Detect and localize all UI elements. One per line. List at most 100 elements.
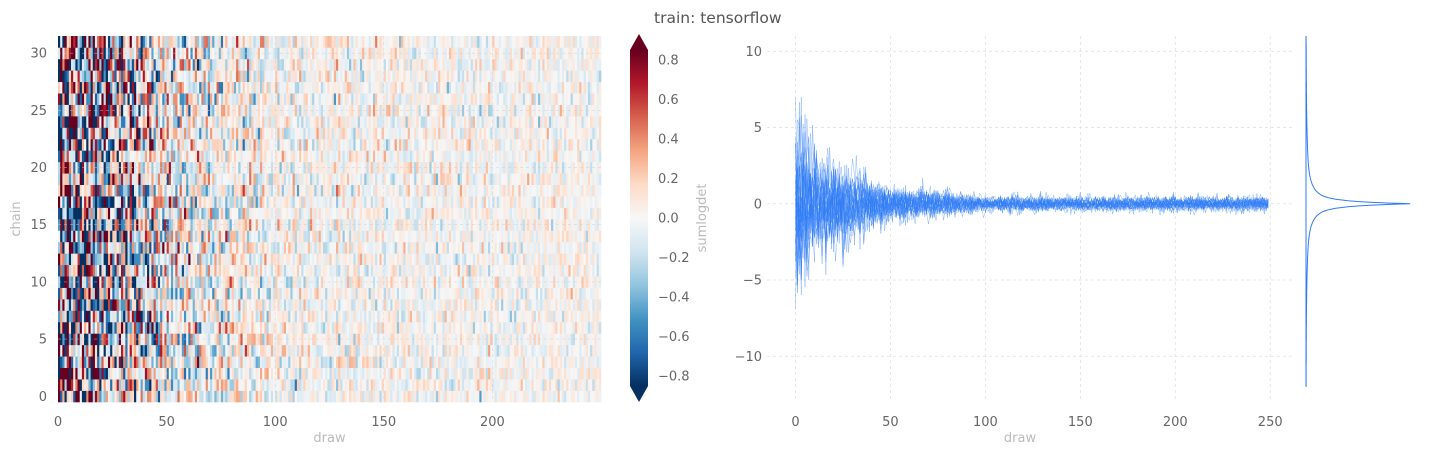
- heatmap-cell: [144, 367, 148, 380]
- heatmap-cell: [338, 264, 341, 277]
- heatmap-cell: [509, 253, 513, 266]
- heatmap-cell: [223, 333, 226, 346]
- heatmap-cell: [381, 310, 385, 323]
- heatmap-cell: [120, 299, 124, 311]
- heatmap-cell: [383, 344, 387, 357]
- heatmap-cell: [105, 253, 109, 266]
- heatmap-cell: [81, 230, 85, 243]
- heatmap-cell: [114, 333, 117, 346]
- heatmap-cell: [194, 379, 198, 391]
- heatmap-cell: [288, 253, 291, 266]
- heatmap-cell: [587, 207, 591, 220]
- heatmap-cell: [220, 390, 224, 403]
- heatmap-cell: [181, 356, 185, 368]
- heatmap-cell: [364, 367, 367, 380]
- heatmap-cell: [349, 390, 352, 403]
- heatmap-cell: [574, 264, 578, 277]
- heatmap-cell: [453, 264, 456, 277]
- heatmap-cell: [396, 287, 400, 300]
- heatmap-cell: [353, 207, 356, 220]
- heatmap-cell: [231, 184, 235, 197]
- heatmap-cell: [542, 333, 545, 346]
- heatmap-cell: [147, 196, 150, 208]
- heatmap-cell: [288, 287, 291, 300]
- heatmap-cell: [288, 196, 291, 208]
- heatmap-cell: [186, 299, 189, 311]
- heatmap-cell: [318, 264, 322, 277]
- heatmap-cell: [190, 310, 193, 323]
- heatmap-cell: [294, 276, 298, 288]
- heatmap-cell: [440, 379, 443, 391]
- heatmap-cell: [262, 230, 265, 243]
- heatmap-cell: [583, 196, 587, 208]
- heatmap-cell: [418, 173, 422, 185]
- heatmap-cell: [138, 310, 141, 323]
- heatmap-cell: [592, 299, 595, 311]
- heatmap-cell: [99, 207, 102, 220]
- heatmap-cell: [403, 276, 406, 288]
- heatmap-cell: [581, 344, 584, 357]
- heatmap-cell: [349, 379, 352, 391]
- heatmap-cell: [79, 379, 83, 391]
- heatmap-cell: [485, 276, 489, 288]
- heatmap-cell: [422, 230, 426, 243]
- heatmap-cell: [320, 379, 324, 391]
- heatmap-cell: [531, 184, 534, 197]
- heatmap-cell: [138, 287, 141, 300]
- heatmap-cell: [177, 321, 180, 334]
- heatmap-cell: [290, 321, 293, 334]
- heatmap-cell: [509, 344, 513, 357]
- heatmap-cell: [181, 173, 185, 185]
- heatmap-cell: [392, 207, 395, 220]
- heatmap-cell: [199, 264, 202, 277]
- heatmap-cell: [349, 276, 352, 288]
- heatmap-cell: [246, 379, 250, 391]
- heatmap-cell: [249, 184, 252, 197]
- heatmap-cell: [590, 241, 593, 254]
- heatmap-cell: [344, 356, 348, 368]
- heatmap-cell: [514, 184, 517, 197]
- heatmap-cell: [110, 356, 113, 368]
- heatmap-cell: [114, 264, 117, 277]
- heatmap-cell: [153, 321, 157, 334]
- heatmap-cell: [440, 344, 443, 357]
- heatmap-cell: [383, 390, 387, 403]
- heatmap-cell: [490, 207, 493, 220]
- heatmap-cell: [572, 367, 576, 380]
- heatmap-cell: [242, 196, 246, 208]
- heatmap-cell: [127, 299, 130, 311]
- heatmap-cell: [201, 241, 204, 254]
- heatmap-cell: [233, 367, 237, 380]
- heatmap-cell: [101, 264, 104, 277]
- heatmap-cell: [527, 253, 530, 266]
- heatmap-cell: [225, 390, 228, 403]
- heatmap-cell: [359, 184, 363, 197]
- heatmap-cell: [214, 207, 217, 220]
- heatmap-cell: [414, 287, 417, 300]
- heatmap-cell: [498, 333, 502, 346]
- heatmap-cell: [218, 196, 222, 208]
- heatmap-cell: [470, 390, 474, 403]
- heatmap-cell: [73, 276, 76, 288]
- heatmap-cell: [199, 299, 202, 311]
- heatmap-cell: [99, 264, 102, 277]
- heatmap-cell: [355, 184, 359, 197]
- heatmap-cell: [94, 356, 98, 368]
- heatmap-cell: [451, 344, 454, 357]
- heatmap-cell: [251, 230, 254, 243]
- heatmap-cell: [587, 390, 591, 403]
- heatmap-cell: [140, 219, 144, 231]
- heatmap-cell: [175, 196, 178, 208]
- heatmap-cell: [399, 264, 402, 277]
- heatmap-cell: [557, 367, 561, 380]
- heatmap-cell: [446, 230, 450, 243]
- heatmap-cell: [114, 207, 117, 220]
- heatmap-cell: [327, 230, 330, 243]
- heatmap-cell: [107, 299, 111, 311]
- heatmap-cell: [455, 344, 458, 357]
- heatmap-cell: [399, 390, 402, 403]
- heatmap-cell: [79, 333, 83, 346]
- heatmap-cell: [179, 173, 183, 185]
- heatmap-cell: [451, 321, 454, 334]
- heatmap-cell: [346, 310, 350, 323]
